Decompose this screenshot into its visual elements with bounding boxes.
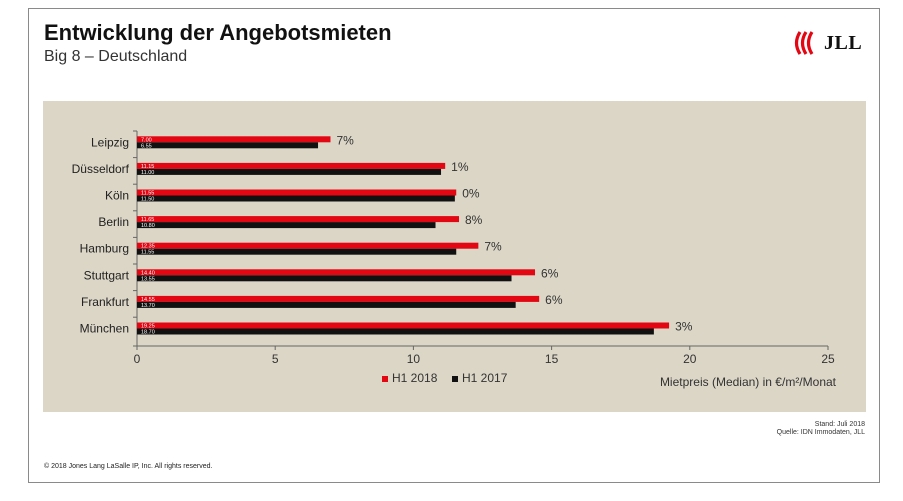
category-label: Düsseldorf [72, 162, 130, 176]
bar-data-label: 7.00 [141, 137, 152, 143]
chart-panel: 0 5 10 15 20 25 Leipzig 7.00 6.55 7% Düsseldorf 11.… [43, 101, 866, 412]
bar-h1-2017 [137, 142, 319, 149]
bar-data-label: 11.15 [141, 164, 154, 170]
bar-data-label: 14.55 [141, 297, 155, 303]
bar-h1-2018 [137, 322, 670, 329]
category-label: Stuttgart [84, 268, 130, 282]
bar-data-label: 19.25 [141, 324, 155, 330]
legend-label: H1 2018 [392, 371, 438, 385]
x-tick-label: 5 [272, 352, 279, 366]
change-percent-label: 7% [336, 133, 354, 147]
bar-h1-2018 [137, 269, 536, 276]
bar-chart: 0 5 10 15 20 25 Leipzig 7.006.55 7% Düsseldorf 11.… [72, 130, 837, 389]
bar-data-label: 11.65 [141, 217, 154, 223]
x-tick-label: 25 [821, 352, 835, 366]
bar-data-label: 11.55 [141, 250, 154, 256]
category-label: München [80, 322, 129, 336]
bar-data-label: 18.70 [141, 330, 155, 336]
x-tick-label: 0 [134, 352, 141, 366]
legend-swatch [382, 376, 388, 382]
bar-data-label: 13.70 [141, 303, 155, 309]
category-label: Berlin [98, 215, 129, 229]
bar-h1-2017 [137, 195, 455, 202]
x-tick-label: 10 [407, 352, 421, 366]
footer-stand: Stand: Juli 2018 [814, 421, 865, 428]
category-label: Hamburg [80, 242, 129, 256]
bar-h1-2017 [137, 248, 457, 255]
bar-h1-2017 [137, 168, 442, 175]
bar-data-label: 13.55 [141, 276, 155, 282]
jll-logo: JLL [792, 28, 866, 58]
bar-data-label: 11.55 [141, 191, 154, 197]
legend-swatch [452, 376, 458, 382]
bar-h1-2018 [137, 189, 457, 196]
x-tick-label: 20 [683, 352, 697, 366]
bar-data-label: 11.50 [141, 197, 154, 203]
change-percent-label: 7% [484, 240, 502, 254]
x-tick-label: 15 [545, 352, 559, 366]
footer-source: Quelle: IDN Immodaten, JLL [776, 429, 865, 436]
change-percent-label: 1% [451, 160, 469, 174]
change-percent-label: 6% [541, 266, 559, 280]
legend-label: H1 2017 [462, 371, 508, 385]
bar-data-label: 11.00 [141, 170, 154, 176]
bar-h1-2018 [137, 216, 460, 223]
jll-logo-text: JLL [824, 31, 863, 54]
bar-h1-2017 [137, 328, 654, 335]
page-subtitle: Big 8 – Deutschland [44, 48, 188, 65]
change-percent-label: 6% [545, 293, 563, 307]
bar-data-label: 14.40 [141, 270, 155, 276]
bar-h1-2017 [137, 301, 516, 308]
bar-data-label: 10.80 [141, 223, 155, 229]
x-axis-label: Mietpreis (Median) in €/m²/Monat [660, 375, 837, 389]
page-title: Entwicklung der Angebotsmieten [44, 20, 392, 45]
bar-h1-2017 [137, 275, 512, 282]
category-label: Köln [105, 189, 129, 203]
bar-data-label: 6.55 [141, 143, 152, 149]
bar-data-label: 12.35 [141, 244, 155, 250]
bar-h1-2018 [137, 136, 331, 143]
copyright-notice: © 2018 Jones Lang LaSalle IP, Inc. All r… [44, 463, 213, 470]
change-percent-label: 8% [465, 213, 483, 227]
bar-h1-2018 [137, 242, 479, 249]
jll-logo-icon [794, 31, 814, 55]
change-percent-label: 3% [675, 320, 693, 334]
bar-h1-2018 [137, 162, 446, 169]
category-label: Leipzig [91, 135, 129, 149]
category-label: Frankfurt [81, 295, 130, 309]
bar-h1-2018 [137, 295, 540, 302]
bar-h1-2017 [137, 222, 436, 229]
change-percent-label: 0% [462, 187, 480, 201]
